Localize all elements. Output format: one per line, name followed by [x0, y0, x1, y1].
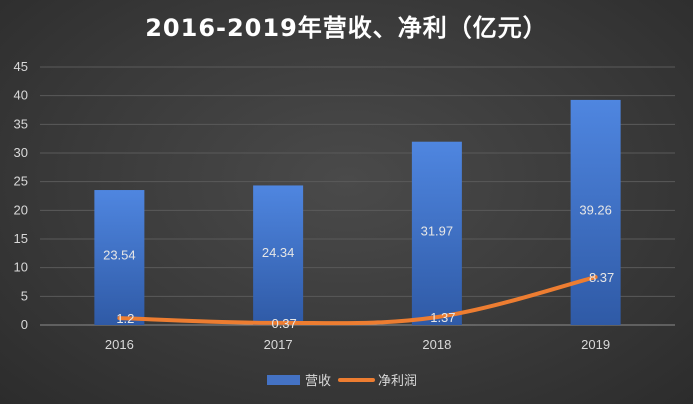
- data-labels: 23.54 24.34 31.97 39.26 1.2 0.37 1.37 8.37: [103, 202, 614, 330]
- revenue-data-label: 24.34: [262, 245, 295, 260]
- y-tick-label: 45: [14, 59, 28, 74]
- net-profit-line: [117, 275, 598, 326]
- x-tick-label: 2018: [422, 337, 451, 352]
- x-tick-label: 2017: [264, 337, 293, 352]
- y-tick-label: 30: [14, 145, 28, 160]
- x-tick-label: 2016: [105, 337, 134, 352]
- revenue-bar: [411, 141, 462, 325]
- legend-swatch-revenue: [267, 375, 300, 385]
- net-profit-data-label: 1.2: [116, 311, 134, 326]
- revenue-bar: [570, 99, 621, 325]
- net-profit-data-label: 1.37: [430, 310, 455, 325]
- x-axis-tick-labels: 2016 2017 2018 2019: [105, 337, 610, 352]
- y-tick-label: 20: [14, 202, 28, 217]
- legend: 营收 净利润: [267, 374, 417, 389]
- revenue-bar: [94, 190, 145, 325]
- y-tick-label: 15: [14, 231, 28, 246]
- x-tick-label: 2019: [581, 337, 610, 352]
- revenue-bar: [253, 185, 304, 325]
- y-axis-tick-labels: 0 5 10 15 20 25 30 35 40 45: [14, 59, 28, 332]
- y-tick-label: 5: [21, 288, 28, 303]
- y-tick-label: 40: [14, 88, 28, 103]
- revenue-bars: [94, 99, 621, 325]
- legend-label-net-profit: 净利润: [378, 374, 417, 389]
- net-profit-line-series: [117, 275, 598, 326]
- revenue-data-label: 23.54: [103, 248, 136, 263]
- y-tick-label: 0: [21, 317, 28, 332]
- gridlines: [40, 66, 675, 326]
- net-profit-data-label: 0.37: [271, 316, 296, 331]
- revenue-data-label: 39.26: [579, 202, 612, 217]
- revenue-data-label: 31.97: [421, 223, 454, 238]
- chart-title: 2016-2019年营收、净利（亿元）: [145, 14, 548, 42]
- legend-label-revenue: 营收: [305, 374, 331, 389]
- net-profit-data-label: 8.37: [589, 270, 614, 285]
- y-tick-label: 10: [14, 260, 28, 275]
- y-tick-label: 25: [14, 174, 28, 189]
- y-tick-label: 35: [14, 116, 28, 131]
